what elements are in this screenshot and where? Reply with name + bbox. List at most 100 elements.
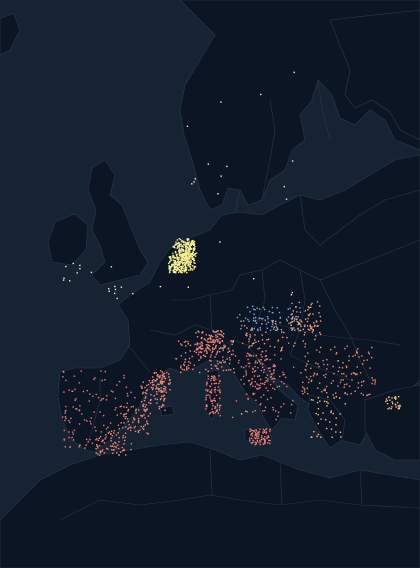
data-point (339, 381, 342, 384)
data-point (211, 383, 213, 385)
data-point (297, 323, 299, 326)
data-point (272, 409, 275, 411)
data-point (214, 391, 216, 393)
data-point (100, 399, 102, 402)
data-point (110, 440, 112, 442)
data-point (263, 430, 266, 432)
data-point (168, 379, 171, 382)
data-point (293, 327, 295, 329)
data-point (317, 422, 319, 425)
data-point (206, 340, 208, 342)
data-point (316, 401, 319, 404)
data-point (330, 382, 333, 384)
data-point (188, 261, 190, 263)
data-point (193, 262, 195, 264)
data-point (175, 271, 177, 273)
data-point (313, 322, 315, 324)
data-point (65, 265, 67, 268)
data-point (189, 255, 192, 257)
data-point (243, 383, 245, 385)
data-point (130, 448, 132, 451)
data-point (298, 322, 301, 325)
data-point (398, 406, 400, 408)
data-point (144, 397, 146, 399)
data-point (253, 392, 256, 395)
data-point (240, 366, 243, 368)
data-point (174, 251, 177, 253)
data-point (269, 442, 271, 445)
data-point (78, 423, 81, 425)
data-point (192, 251, 194, 254)
data-point (144, 391, 146, 394)
data-point (219, 241, 221, 243)
data-point (93, 411, 95, 413)
data-point (317, 363, 319, 365)
data-point (293, 366, 295, 368)
data-point (228, 350, 231, 352)
data-point (178, 251, 181, 253)
data-point (318, 312, 320, 314)
data-point (176, 247, 178, 249)
data-point (187, 246, 189, 249)
data-point (325, 373, 327, 375)
data-point (200, 351, 203, 354)
data-point (276, 307, 278, 309)
data-point (63, 429, 65, 432)
data-point (263, 383, 266, 386)
data-point (257, 435, 260, 437)
data-point (173, 261, 175, 263)
data-point (185, 340, 187, 342)
data-point (62, 376, 64, 378)
data-point (273, 380, 275, 383)
data-point (144, 410, 146, 413)
data-point (262, 443, 265, 445)
data-point (318, 351, 321, 353)
data-point (257, 328, 259, 330)
data-point (367, 394, 369, 396)
data-point (90, 271, 93, 274)
data-point (250, 329, 252, 331)
data-point (259, 327, 261, 329)
data-point (208, 413, 211, 415)
data-point (250, 434, 252, 436)
data-point (214, 399, 216, 402)
data-point (201, 331, 204, 334)
data-point (250, 442, 253, 444)
data-point (168, 383, 170, 385)
data-point (254, 410, 256, 412)
data-point (205, 389, 207, 391)
data-point (283, 382, 285, 385)
data-point (251, 433, 253, 435)
data-point (184, 254, 186, 256)
data-point (222, 347, 224, 350)
data-point (267, 435, 270, 437)
data-point (252, 319, 255, 322)
data-point (305, 376, 308, 378)
data-point (180, 254, 182, 256)
data-point (173, 271, 176, 274)
data-point (299, 323, 301, 326)
data-point (259, 404, 261, 406)
data-point (191, 355, 193, 358)
data-point (368, 353, 370, 355)
data-point (161, 377, 163, 379)
data-point (275, 410, 277, 412)
data-point (65, 417, 67, 420)
data-point (217, 338, 219, 341)
data-point (308, 314, 310, 317)
data-point (330, 349, 332, 351)
data-point (316, 374, 318, 376)
data-point (251, 345, 253, 347)
data-point (140, 385, 142, 387)
data-point (189, 260, 191, 262)
data-point (159, 398, 162, 401)
data-point (173, 265, 175, 267)
data-point (293, 71, 295, 74)
data-point (107, 448, 109, 450)
data-point (174, 243, 177, 245)
data-point (193, 181, 195, 183)
data-point (255, 429, 257, 431)
data-point (212, 412, 215, 415)
